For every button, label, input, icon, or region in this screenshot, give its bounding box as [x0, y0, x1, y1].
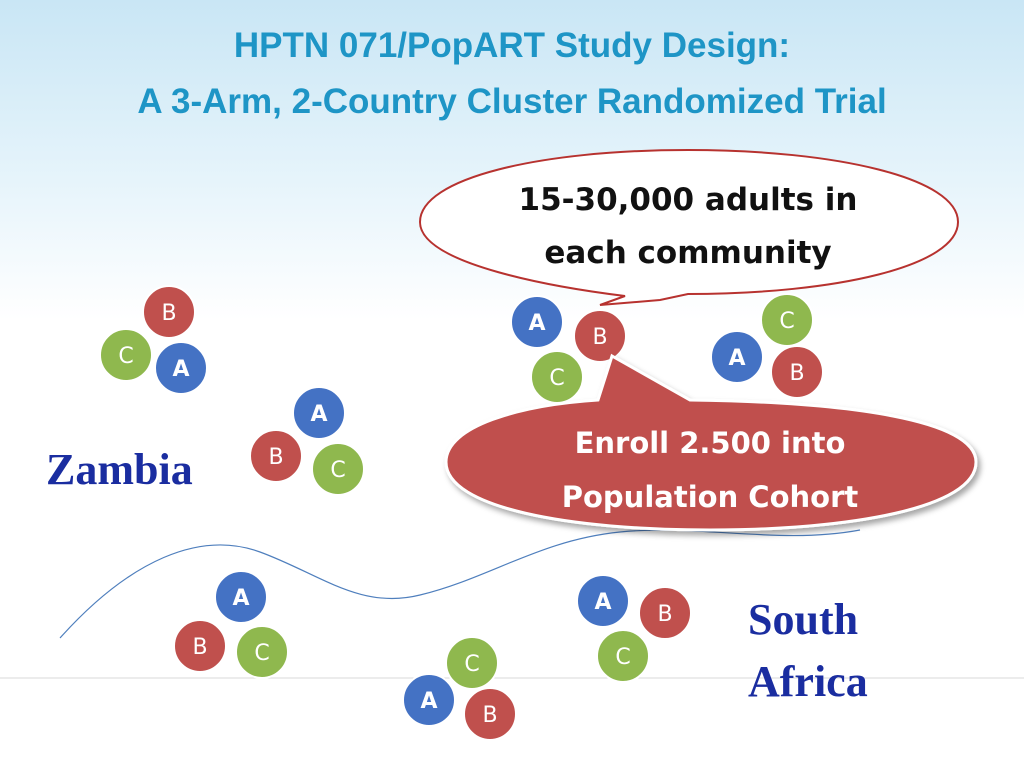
- arm-b-circle: [463, 687, 517, 741]
- arm-b-circle: [638, 586, 692, 640]
- arm-c-label: C: [330, 458, 345, 483]
- arm-b-circle: [173, 619, 227, 673]
- enroll-bubble-line-1: Enroll 2.500 into: [574, 426, 846, 460]
- speech-bubble-line-1: 15-30,000 adults in: [518, 182, 858, 218]
- arm-a-circle: [292, 386, 346, 440]
- arm-b-circle: [249, 429, 303, 483]
- arm-b-label: B: [592, 325, 607, 350]
- country-label-africa: Africa: [748, 657, 868, 706]
- arm-c-label: C: [118, 344, 133, 369]
- title-line-1: HPTN 071/PopART Study Design:: [233, 26, 791, 65]
- country-label-south: South: [748, 595, 859, 644]
- arm-c-label: C: [254, 641, 269, 666]
- enroll-bubble: [444, 353, 978, 532]
- zambia-cluster-4: C A B: [710, 293, 824, 399]
- enroll-bubble-line-2: Population Cohort: [561, 480, 859, 514]
- arm-b-label: B: [789, 361, 804, 386]
- arm-a-circle: [710, 330, 764, 384]
- arm-a-circle: [510, 295, 564, 349]
- enroll-bubble-shape: [444, 353, 978, 532]
- arm-b-label: B: [268, 445, 283, 470]
- arm-b-label: B: [657, 602, 672, 627]
- arm-b-circle: [770, 345, 824, 399]
- arm-a-circle: [214, 570, 268, 624]
- arm-b-label: B: [482, 703, 497, 728]
- title-line-2: A 3-Arm, 2-Country Cluster Randomized Tr…: [137, 82, 887, 121]
- speech-bubble-shape: [418, 148, 960, 306]
- arm-a-label: A: [728, 346, 745, 371]
- arm-a-label: A: [528, 311, 545, 336]
- arm-c-circle: [235, 625, 289, 679]
- arm-c-label: C: [615, 645, 630, 670]
- arm-a-circle: [402, 673, 456, 727]
- south-africa-cluster-2: C A B: [402, 636, 517, 741]
- south-africa-cluster-3: A B C: [576, 574, 692, 683]
- speech-bubble: [418, 148, 960, 306]
- arm-a-circle: [154, 341, 208, 395]
- arm-c-circle: [311, 442, 365, 496]
- arm-b-label: B: [192, 635, 207, 660]
- speech-bubble-text: 15-30,000 adults in each community: [458, 174, 918, 280]
- arm-c-label: C: [464, 652, 479, 677]
- arm-c-circle: [99, 328, 153, 382]
- arm-a-label: A: [232, 586, 249, 611]
- speech-bubble-line-2: each community: [544, 235, 832, 271]
- arm-c-label: C: [779, 309, 794, 334]
- arm-b-label: B: [161, 301, 176, 326]
- arm-c-circle: [760, 293, 814, 347]
- south-africa-cluster-1: AB C: [173, 570, 289, 679]
- arm-a-label: A: [420, 689, 437, 714]
- enroll-bubble-text: Enroll 2.500 into Population Cohort: [470, 416, 950, 524]
- zambia-cluster-1: B C A: [99, 285, 208, 395]
- arm-c-label: C: [549, 366, 564, 391]
- country-label-zambia: Zambia: [46, 445, 193, 494]
- arm-b-circle: [142, 285, 196, 339]
- arm-a-label: A: [172, 357, 189, 382]
- arm-a-label: A: [310, 402, 327, 427]
- country-border-line: [59, 529, 861, 639]
- arm-a-label: A: [594, 590, 611, 615]
- arm-c-circle: [445, 636, 499, 690]
- arm-b-circle: [573, 309, 627, 363]
- zambia-cluster-2: A B C: [249, 386, 365, 496]
- arm-a-circle: [576, 574, 630, 628]
- arm-c-circle: [596, 629, 650, 683]
